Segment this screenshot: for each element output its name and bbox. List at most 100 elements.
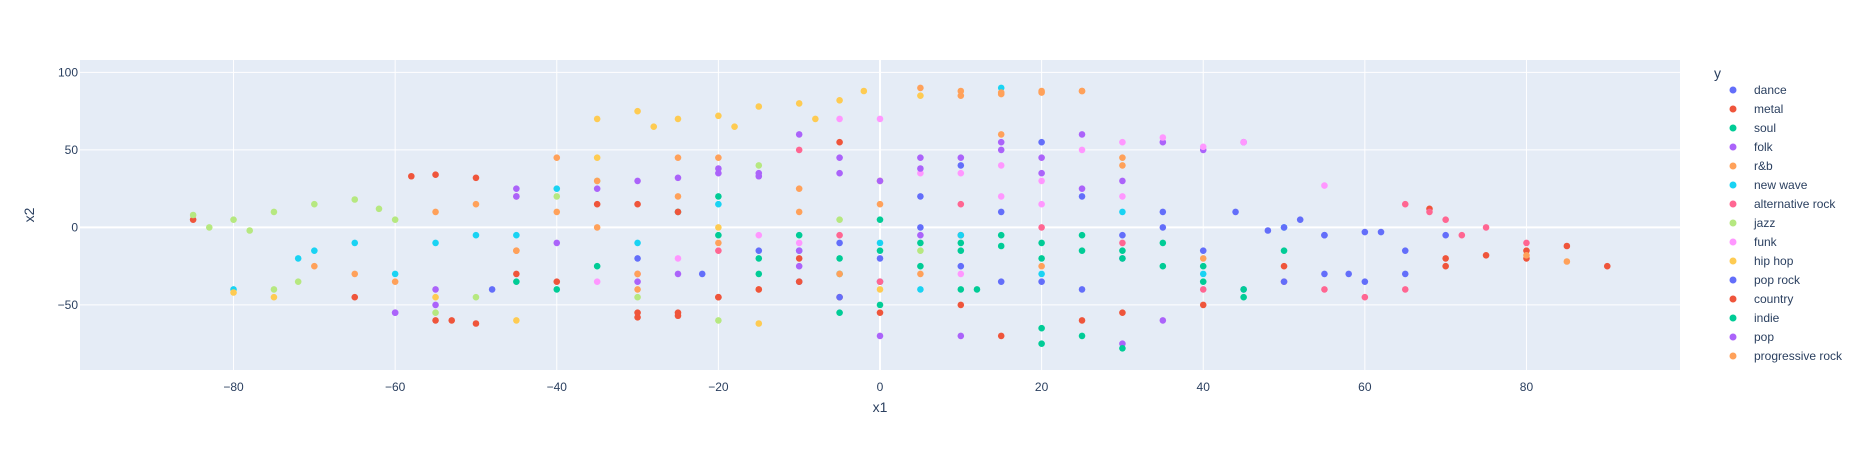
point-soul — [973, 286, 981, 293]
point-jazz — [270, 208, 278, 216]
point-jazz — [472, 293, 480, 301]
point-dance — [634, 255, 641, 262]
point-dance — [698, 270, 706, 278]
legend-marker-progressive-rock — [1729, 352, 1737, 360]
legend-label-soul: soul — [1754, 121, 1776, 135]
point-folk — [1119, 340, 1126, 347]
point-r-b — [472, 200, 480, 208]
point-dance — [1038, 138, 1045, 146]
point-pop-rock — [1078, 286, 1086, 293]
point-country — [472, 320, 480, 327]
point-indie — [957, 247, 965, 254]
point-pop — [391, 309, 399, 316]
point-soul — [715, 231, 722, 239]
legend-marker-metal — [1729, 105, 1737, 113]
legend[interactable]: y dance metal soul folk r&b new wave alternati… — [1714, 65, 1843, 363]
point-new-wave — [1199, 270, 1207, 278]
x-tick-label: 0 — [877, 380, 884, 394]
point-dance — [1264, 227, 1272, 234]
point-funk — [836, 115, 843, 123]
point-dance — [1159, 224, 1167, 231]
point-metal — [634, 200, 641, 208]
point-pop — [513, 193, 520, 200]
point-dance — [1232, 208, 1239, 216]
point-alternative-rock — [715, 247, 722, 254]
point-pop-rock — [1361, 228, 1369, 236]
point-alternative-rock — [1401, 200, 1409, 208]
legend-marker-pop — [1729, 333, 1737, 341]
point-r-b — [795, 208, 803, 216]
point-progressive-rock — [1563, 258, 1571, 265]
point-funk — [593, 278, 601, 285]
point-dance — [917, 193, 924, 200]
point-indie — [1119, 255, 1126, 262]
point-jazz — [715, 317, 722, 324]
legend-label-pop: pop — [1754, 330, 1774, 344]
point-indie — [1159, 262, 1167, 270]
point-pop-rock — [836, 293, 843, 301]
point-funk — [1321, 182, 1328, 189]
x-axis-label: x1 — [873, 399, 888, 415]
point-jazz — [294, 278, 302, 285]
point-hip-hop — [715, 112, 722, 120]
point-soul — [1199, 262, 1207, 270]
point-r-b — [997, 131, 1005, 138]
point-pop-rock — [1280, 278, 1288, 285]
point-progressive-rock — [917, 270, 924, 278]
point-alternative-rock — [957, 200, 965, 208]
point-new-wave — [1119, 208, 1126, 216]
point-metal — [408, 172, 415, 180]
point-hip-hop — [731, 123, 738, 130]
point-metal — [1523, 247, 1530, 254]
legend-marker-r-b — [1729, 162, 1737, 170]
x-tick-label: 80 — [1520, 380, 1534, 394]
legend-marker-funk — [1729, 238, 1737, 246]
point-pop — [1159, 317, 1167, 324]
point-folk — [513, 185, 520, 192]
point-progressive-rock — [593, 177, 601, 185]
x-tick-label: 40 — [1197, 380, 1211, 394]
point-jazz — [205, 224, 213, 231]
point-jazz — [391, 216, 399, 223]
point-alternative-rock — [1321, 286, 1328, 293]
legend-label-r-b: r&b — [1754, 159, 1773, 173]
point-pop-rock — [1321, 231, 1328, 239]
point-funk — [1240, 138, 1247, 146]
point-funk — [917, 169, 924, 177]
point-indie — [1038, 340, 1045, 347]
y-tick-label: 100 — [58, 65, 78, 79]
legend-marker-jazz — [1729, 219, 1737, 227]
point-new-wave — [715, 200, 722, 208]
point-progressive-rock — [876, 200, 884, 208]
point-hip-hop — [755, 320, 763, 327]
point-r-b — [1119, 162, 1126, 169]
point-alternative-rock — [1199, 286, 1207, 293]
point-funk — [957, 169, 965, 177]
point-country — [1078, 317, 1086, 324]
point-pop — [432, 301, 439, 309]
point-folk — [1159, 138, 1167, 146]
point-country — [997, 332, 1005, 340]
point-funk — [795, 239, 803, 247]
point-folk — [1078, 131, 1086, 138]
point-pop — [715, 165, 722, 172]
point-progressive-rock — [1523, 252, 1530, 259]
point-indie — [836, 309, 843, 316]
point-alternative-rock — [1119, 239, 1126, 247]
point-pop-rock — [1119, 231, 1126, 239]
point-funk — [997, 193, 1005, 200]
point-metal — [432, 171, 439, 178]
point-jazz — [836, 216, 843, 223]
point-indie — [1078, 247, 1086, 254]
point-funk — [1199, 143, 1207, 151]
point-new-wave — [391, 270, 399, 278]
point-indie — [836, 255, 843, 262]
point-metal — [795, 255, 803, 262]
point-indie — [1038, 239, 1045, 247]
x-tick-label: 60 — [1358, 380, 1372, 394]
point-country — [876, 309, 884, 316]
point-soul — [997, 242, 1005, 250]
legend-label-metal: metal — [1754, 102, 1783, 116]
